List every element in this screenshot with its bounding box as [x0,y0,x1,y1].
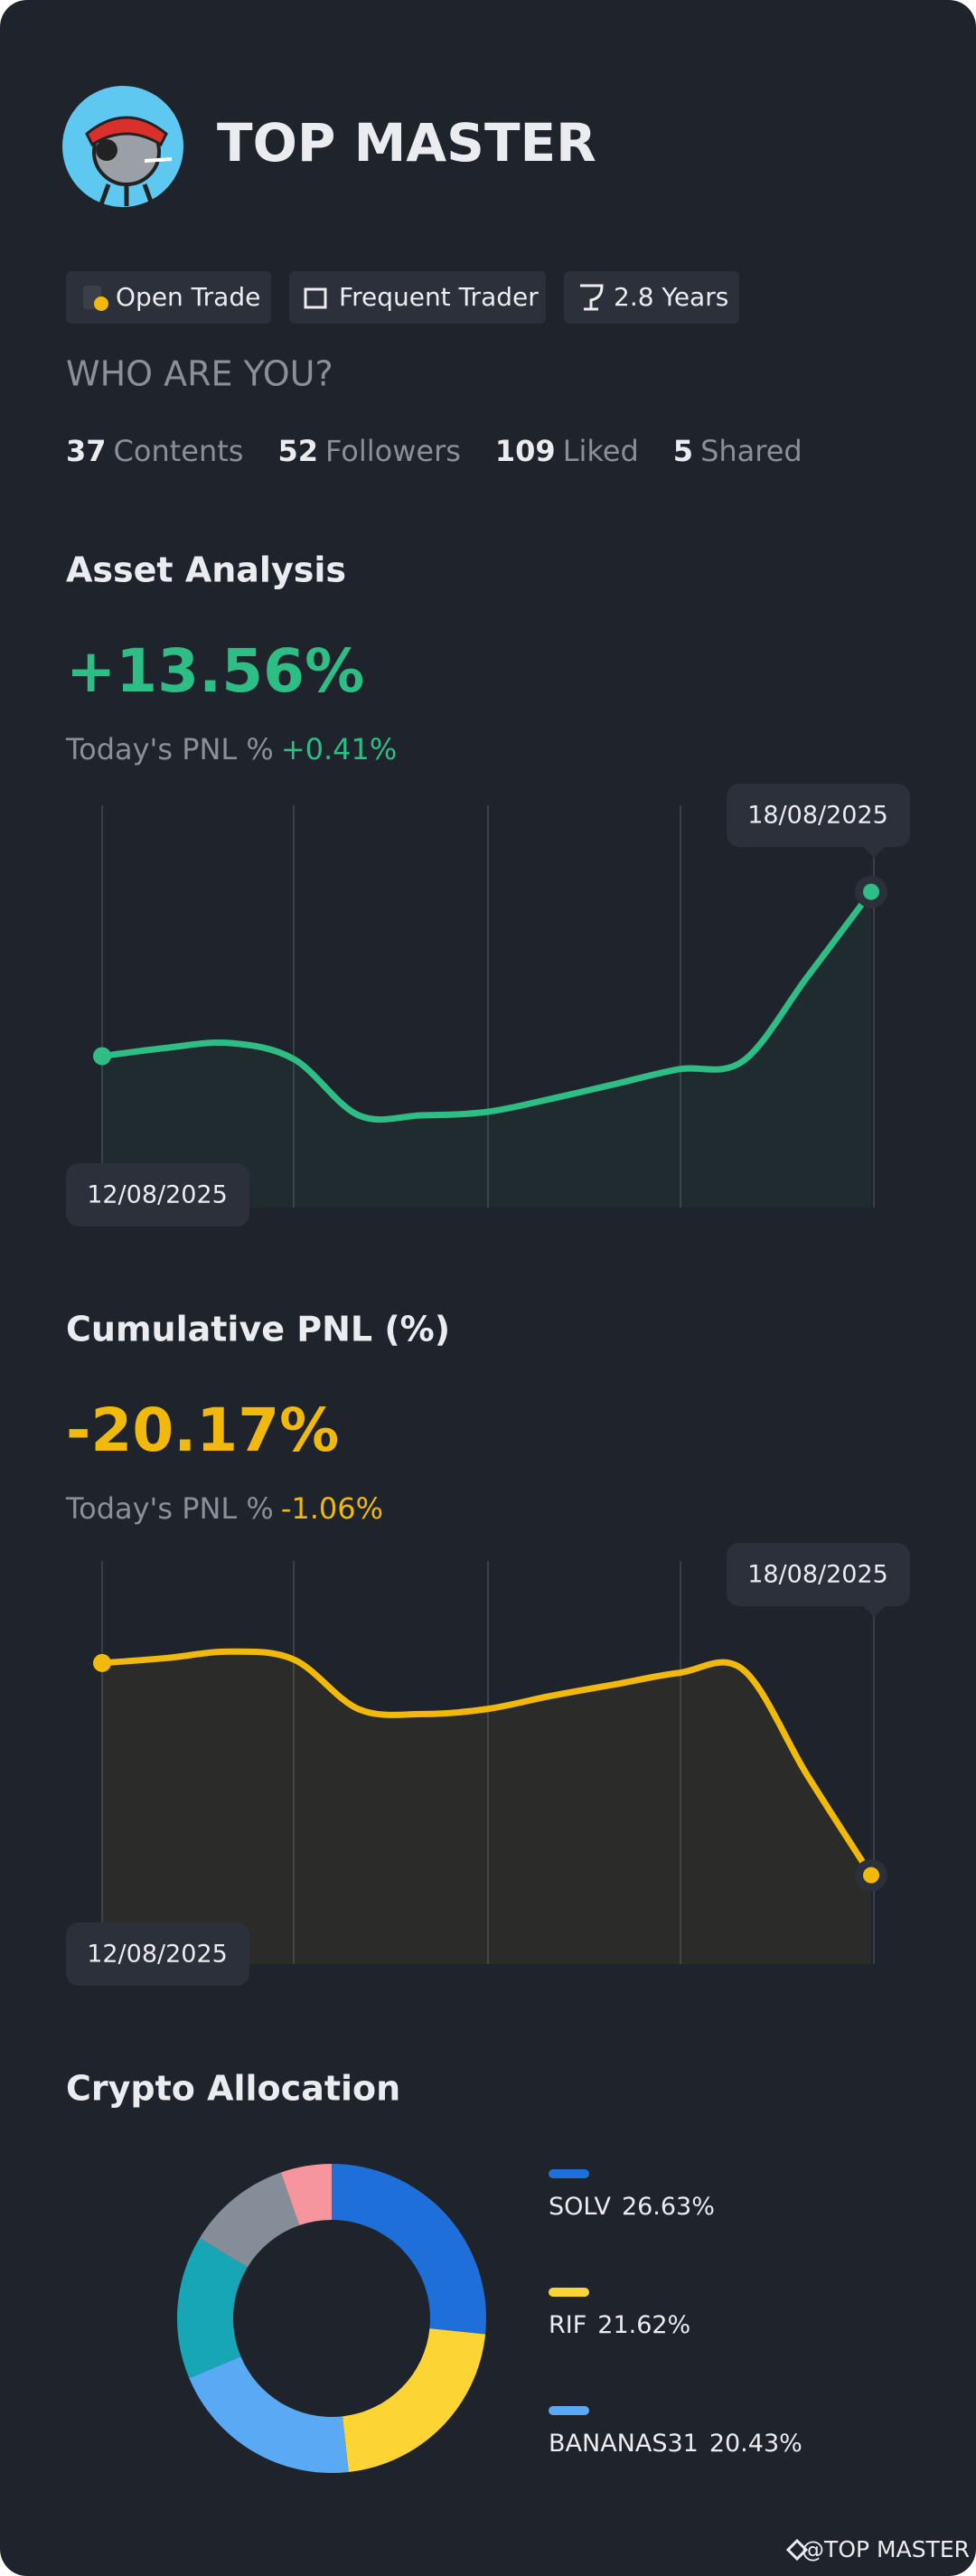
headline-value: -20.17% [66,1396,339,1465]
watermark-text: @TOP MASTER [802,2536,970,2562]
avatar [62,86,183,207]
legend-entry: RIF 21.62% [549,2311,690,2339]
chart-title: Crypto Allocation [66,2069,400,2109]
stat-count: 52 [277,434,318,468]
pnl-line: Today's PNL % +0.41% [65,732,397,766]
pnl-label: Today's PNL % [65,1491,274,1526]
donut-segment [189,2356,349,2473]
line [99,1648,875,1879]
stat-count: 5 [673,434,693,468]
legend-value: 26.63% [622,2193,715,2221]
tag-label: Frequent Trader [339,282,539,312]
donut-segment [176,2238,248,2379]
donut-segment [342,2328,486,2472]
tag: Frequent Trader [289,271,546,324]
stat-label: Liked [563,434,639,468]
legend-value: 21.62% [597,2311,690,2339]
line [99,888,875,1123]
tag: Open Trade [66,271,271,324]
donut-segment [332,2164,486,2335]
legend-name: BANANAS31 [549,2430,699,2458]
end-point [863,883,879,900]
line-area [102,891,871,1208]
headline-value: +13.56% [66,636,364,706]
start-point [93,1653,111,1672]
pnl-value: -1.06% [281,1491,383,1526]
stat-count: 109 [495,434,556,468]
legend-swatch [549,2288,589,2297]
end-date: 18/08/2025 [747,1561,888,1589]
start-date: 12/08/2025 [87,1941,228,1969]
legend-entry: SOLV 26.63% [549,2193,715,2221]
pnl-value: +0.41% [281,732,397,766]
pnl-label: Today's PNL % [65,732,274,766]
watermark: @TOP MASTER [785,2536,970,2562]
legend-swatch [549,2169,589,2178]
legend-value: 20.43% [709,2430,802,2458]
date-box [66,1163,249,1227]
date-box [727,1543,910,1606]
stat-count: 37 [66,434,107,468]
donut-segment [199,2172,300,2268]
start-date: 12/08/2025 [87,1181,228,1209]
tag-label: 2.8 Years [614,282,728,312]
line-area [102,1651,871,1964]
pnl-line: Today's PNL % -1.06% [65,1491,383,1526]
legend-entry: BANANAS31 20.43% [549,2430,802,2458]
profile-name: TOP MASTER [217,112,596,174]
date-pointer [863,1606,885,1617]
donut-segment [280,2164,332,2226]
tag: 2.8 Years [564,271,739,324]
stat-label: Followers [325,434,461,468]
end-point [863,1866,879,1884]
chart-title: Asset Analysis [66,550,346,590]
date-box [727,784,910,847]
profile-stats: 37 Contents 52 Followers 109 Liked 5 Shared [66,434,802,468]
date-pointer [863,847,885,858]
legend-name: SOLV [549,2193,611,2221]
end-date: 18/08/2025 [747,802,888,830]
tag-label: Open Trade [116,282,260,312]
start-point [93,1047,111,1066]
chart-title: Cumulative PNL (%) [66,1310,450,1349]
legend-swatch [549,2406,589,2415]
legend-name: RIF [549,2311,587,2339]
stat-label: Shared [700,434,802,468]
date-box [66,1923,249,1986]
profile-question: WHO ARE YOU? [66,354,333,394]
stat-label: Contents [114,434,244,468]
